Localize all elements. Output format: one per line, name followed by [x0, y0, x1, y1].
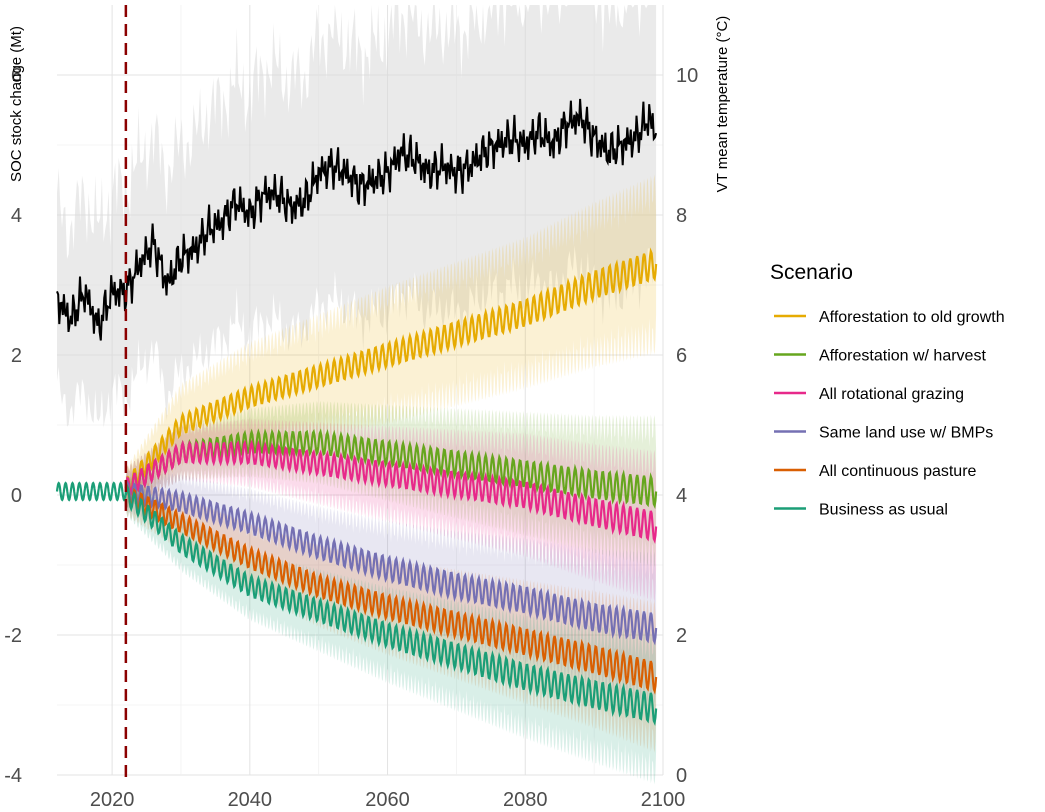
temperature-band-layer — [57, 5, 657, 428]
temperature-line-layer — [56, 98, 658, 341]
x-axis-ticks: 2020 2040 2060 2080 2100 — [90, 789, 685, 811]
y-axis-ticks: -4 -2 0 2 4 6 — [4, 65, 22, 787]
legend-label-0: Afforestation to old growth — [819, 309, 1005, 326]
x-tick-label: 2020 — [90, 789, 135, 811]
band-0 — [125, 174, 657, 508]
x-tick-label: 2080 — [503, 789, 548, 811]
temperature-band — [57, 5, 657, 428]
y-tick-label: -4 — [4, 765, 22, 787]
series-line-2 — [124, 439, 658, 545]
series-line-3 — [124, 480, 658, 646]
legend-label-3: Same land use w/ BMPs — [819, 425, 993, 442]
legend-label-1: Afforestation w/ harvest — [819, 348, 986, 365]
x-tick-label: 2060 — [365, 789, 410, 811]
x-tick-label: 2100 — [641, 789, 686, 811]
y-tick-label: -2 — [4, 625, 22, 647]
baseline-line — [55, 481, 127, 502]
y2-tick-label: 2 — [676, 625, 687, 647]
y2-tick-label: 4 — [676, 485, 687, 507]
y2-tick-label: 0 — [676, 765, 687, 787]
y-axis-title: SOC stock change (Mt) — [8, 26, 25, 182]
series-line-5 — [124, 484, 658, 727]
y-tick-label: 0 — [11, 485, 22, 507]
temperature-line — [56, 98, 658, 341]
series-line-4 — [124, 483, 658, 695]
legend-label-5: Business as usual — [819, 502, 948, 519]
series-line-0 — [124, 247, 658, 493]
legend-label-2: All rotational grazing — [819, 386, 964, 403]
x-tick-label: 2040 — [228, 789, 273, 811]
y-tick-label: 6 — [11, 65, 22, 87]
legend-label-4: All continuous pasture — [819, 463, 977, 480]
band-2 — [125, 418, 657, 603]
y2-tick-label: 6 — [676, 345, 687, 367]
scenario-line-layer — [55, 247, 658, 727]
y-tick-label: 2 — [11, 345, 22, 367]
y-tick-label: 4 — [11, 205, 22, 227]
band-3 — [125, 470, 657, 704]
y2-axis-title: VT mean temperature (°C) — [714, 16, 731, 193]
legend-title: Scenario — [770, 261, 853, 284]
y2-tick-label: 10 — [676, 65, 698, 87]
legend: Scenario Afforestation to old growth Affo… — [770, 261, 1005, 519]
y2-axis-ticks: 0 2 4 6 8 10 — [676, 65, 698, 787]
y2-tick-label: 8 — [676, 205, 687, 227]
